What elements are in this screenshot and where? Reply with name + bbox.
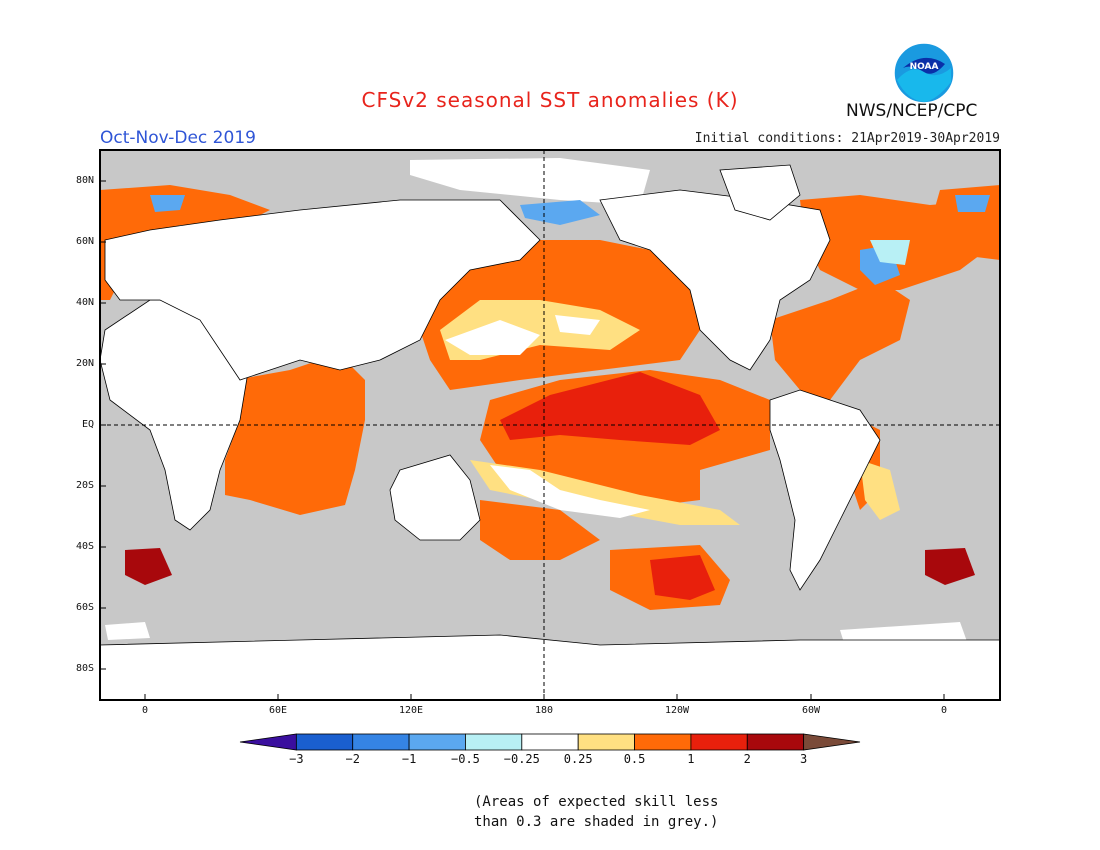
south-indian-hot: [125, 548, 172, 585]
lon-label-120e: 120E: [398, 705, 424, 716]
season-label: Oct-Nov-Dec 2019: [100, 128, 256, 148]
lat-label-60s: 60S: [75, 602, 94, 613]
initial-conditions-label: Initial conditions: 21Apr2019-30Apr2019: [694, 131, 1000, 146]
lat-ticks: [100, 180, 106, 670]
south-pacific-white: [490, 465, 650, 518]
colorbar-tick-label: −0.25: [503, 752, 540, 766]
noaa-logo: NOAA: [893, 42, 955, 104]
lon-label-0: 0: [141, 705, 149, 716]
lat-label-80n: 80N: [75, 175, 94, 186]
map-title: CFSv2 seasonal SST anomalies (K): [361, 88, 739, 112]
australia-landmass: [389, 454, 481, 541]
lon-label-120w: 120W: [664, 705, 690, 716]
colorbar-tick-label: 3: [800, 752, 808, 766]
lon-label-60e: 60E: [268, 705, 288, 716]
southern-white-patch: [105, 622, 150, 640]
north-pacific-white-2: [555, 315, 600, 335]
skill-note: (Areas of expected skill less than 0.3 a…: [474, 792, 718, 832]
lat-label-40n: 40N: [75, 297, 94, 308]
colorbar-swatch: [465, 733, 523, 751]
north-pacific-white: [445, 320, 540, 355]
antarctica-landmass: [100, 634, 1000, 700]
colorbar-swatch: [521, 733, 579, 751]
south-pacific-warm-tongue: [480, 500, 600, 560]
skill-note-line2: than 0.3 are shaded in grey.): [474, 814, 719, 830]
lat-label-60n: 60N: [75, 236, 94, 247]
greenland-landmass: [719, 164, 801, 221]
colorbar-swatch: [239, 733, 297, 751]
skill-note-line1: (Areas of expected skill less: [474, 794, 719, 810]
colorbar-tick-label: 0.25: [563, 752, 593, 766]
north-atlantic-light: [870, 240, 910, 265]
lon-label-0-east: 0: [940, 705, 948, 716]
colorbar-swatch: [803, 733, 861, 751]
colorbar-tick-label: −0.5: [451, 752, 480, 766]
lat-label-eq: EQ: [81, 419, 94, 430]
colorbar-tick-label: 2: [743, 752, 751, 766]
colorbar-tick-label: −1: [401, 752, 417, 766]
lat-label-80s: 80S: [75, 663, 94, 674]
equatorial-pacific-hot: [500, 372, 720, 445]
colorbar-tick-label: 0.5: [623, 752, 646, 766]
lat-label-20n: 20N: [75, 358, 94, 369]
arctic-white-area: [410, 158, 650, 205]
colorbar-tick-label: −3: [289, 752, 304, 766]
colorbar-swatch: [634, 733, 692, 751]
svg-text:NOAA: NOAA: [910, 62, 939, 72]
indian-ocean-warm: [225, 360, 365, 515]
south-atlantic-hot: [925, 548, 975, 585]
arctic-warm-west: [100, 185, 270, 300]
colorbar-tick-label: −2: [345, 752, 360, 766]
lat-label-20s: 20S: [75, 480, 94, 491]
south-pacific-hot: [650, 555, 715, 600]
colorbar-tick-label: 1: [687, 752, 695, 766]
colorbar-swatch: [690, 733, 748, 751]
arctic-cool-west: [150, 195, 185, 212]
south-atlantic-light: [860, 460, 900, 520]
lon-ticks: [144, 694, 945, 700]
lon-label-180: 180: [534, 705, 554, 716]
south-america-landmass: [769, 389, 881, 591]
colorbar-swatch: [408, 733, 466, 751]
lat-label-40s: 40S: [75, 541, 94, 552]
colorbar-swatch: [746, 733, 805, 751]
north-atlantic-warm: [770, 280, 910, 400]
lon-label-60w: 60W: [801, 705, 821, 716]
colorbar-swatch: [577, 733, 635, 751]
agency-label: NWS/NCEP/CPC: [846, 101, 978, 121]
eurasia-landmass: [104, 199, 541, 381]
colorbar-swatch: [352, 733, 410, 751]
colorbar-swatch: [295, 733, 354, 751]
arctic-cool-east: [955, 195, 990, 212]
arctic-cool-center: [520, 200, 600, 225]
